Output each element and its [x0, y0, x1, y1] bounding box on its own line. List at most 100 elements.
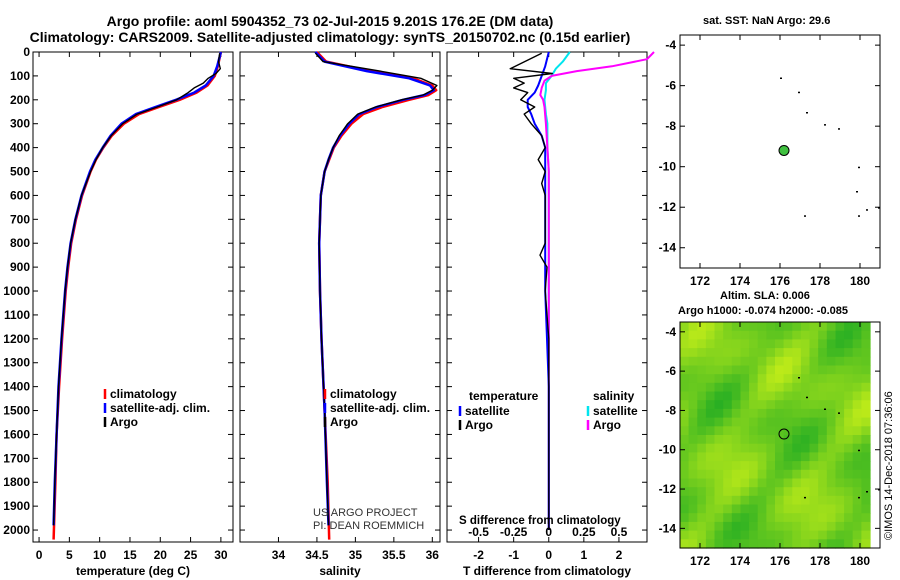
x-tick-label: 10 — [93, 548, 107, 562]
sla-cell — [705, 478, 716, 488]
sla-cell — [792, 400, 802, 410]
sla-cell — [809, 330, 819, 340]
sla-cell — [740, 513, 750, 523]
imos-stamp: ©IMOS 14-Dec-2018 07:36:06 — [883, 391, 895, 540]
sla-cell — [757, 539, 767, 549]
sla-cell — [852, 521, 862, 532]
sla-cell — [800, 504, 811, 514]
sla-cell — [852, 322, 862, 332]
sla-cell — [783, 391, 793, 401]
sla-cell — [800, 348, 811, 358]
island-mark — [804, 215, 806, 217]
sla-cell — [697, 539, 707, 549]
sla-cell — [766, 452, 776, 462]
legend-label-climatology: climatology — [330, 387, 397, 401]
sla-map-subtitle: Argo h1000: -0.074 h2000: -0.085 — [678, 305, 848, 317]
sla-cell — [809, 478, 819, 488]
sla-cell — [844, 443, 854, 453]
sla-cell — [775, 408, 785, 419]
sla-cell — [861, 530, 871, 540]
sla-cell — [714, 400, 724, 410]
sla-cell — [844, 348, 854, 358]
sla-cell — [757, 530, 767, 540]
sla-cell — [792, 426, 802, 436]
x-tick-label: -1 — [508, 548, 519, 562]
sla-cell — [792, 521, 802, 532]
sla-cell — [800, 382, 811, 393]
sla-cell — [861, 504, 871, 514]
sla-cell — [766, 391, 776, 401]
sla-cell — [818, 339, 828, 349]
sla-cell — [826, 443, 836, 453]
sla-cell — [697, 461, 707, 471]
sla-cell — [792, 539, 802, 549]
sla-cell — [757, 339, 767, 349]
island-mark — [866, 209, 868, 211]
sla-cell — [818, 348, 828, 358]
sla-cell — [818, 374, 828, 384]
sla-cell — [809, 443, 819, 453]
sla-cell — [844, 435, 854, 445]
depth-tick-label: 1000 — [3, 284, 30, 298]
sla-cell — [766, 469, 776, 480]
sla-cell — [766, 356, 776, 367]
sla-cell — [749, 374, 759, 384]
sla-cell — [757, 461, 767, 471]
sla-cell — [818, 478, 828, 488]
island-mark — [866, 491, 868, 493]
sla-cell — [800, 330, 811, 340]
sla-cell — [844, 504, 854, 514]
sla-cell — [818, 539, 828, 549]
sla-cell — [740, 487, 750, 497]
island-mark — [856, 191, 858, 193]
sla-cell — [731, 374, 741, 384]
sla-cell — [749, 356, 759, 367]
sla-cell — [861, 348, 871, 358]
sla-cell — [688, 478, 698, 488]
sla-cell — [680, 461, 690, 471]
sla-cell — [688, 435, 698, 445]
sla-cell — [731, 478, 741, 488]
sla-cell — [783, 495, 793, 506]
sla-cell — [757, 478, 767, 488]
sla-cell — [826, 382, 836, 393]
sla-cell — [680, 530, 690, 540]
sla-cell — [723, 452, 733, 462]
sla-cell — [800, 495, 811, 506]
sla-cell — [740, 322, 750, 332]
sla-cell — [792, 452, 802, 462]
sla-cell — [783, 330, 793, 340]
sla-cell — [861, 365, 871, 375]
sla-cell — [835, 408, 845, 419]
island-mark — [838, 412, 840, 414]
sla-cell — [740, 495, 750, 506]
sla-cell — [826, 322, 836, 332]
s-axis-label: S difference from climatology — [459, 515, 621, 527]
sla-cell — [757, 513, 767, 523]
sla-cell — [809, 461, 819, 471]
sla-cell — [826, 330, 836, 340]
sla-cell — [775, 382, 785, 393]
sla-cell — [792, 530, 802, 540]
sla-cell — [861, 382, 871, 393]
sla-cell — [680, 322, 690, 332]
sla-cell — [826, 461, 836, 471]
sla-cell — [705, 504, 716, 514]
sla-cell — [766, 487, 776, 497]
sla-cell — [680, 400, 690, 410]
depth-tick-label: 1200 — [3, 332, 30, 346]
sla-cell — [731, 487, 741, 497]
sla-cell — [680, 365, 690, 375]
sla-cell — [826, 356, 836, 367]
sla-cell — [723, 330, 733, 340]
sla-cell — [705, 348, 716, 358]
sla-cell — [775, 513, 785, 523]
sla-cell — [688, 374, 698, 384]
sla-cell — [757, 435, 767, 445]
sla-cell — [861, 521, 871, 532]
sla-cell — [844, 391, 854, 401]
s-tick-label: -0.25 — [500, 525, 528, 539]
sla-cell — [680, 443, 690, 453]
sla-cell — [731, 435, 741, 445]
sla-cell — [731, 330, 741, 340]
